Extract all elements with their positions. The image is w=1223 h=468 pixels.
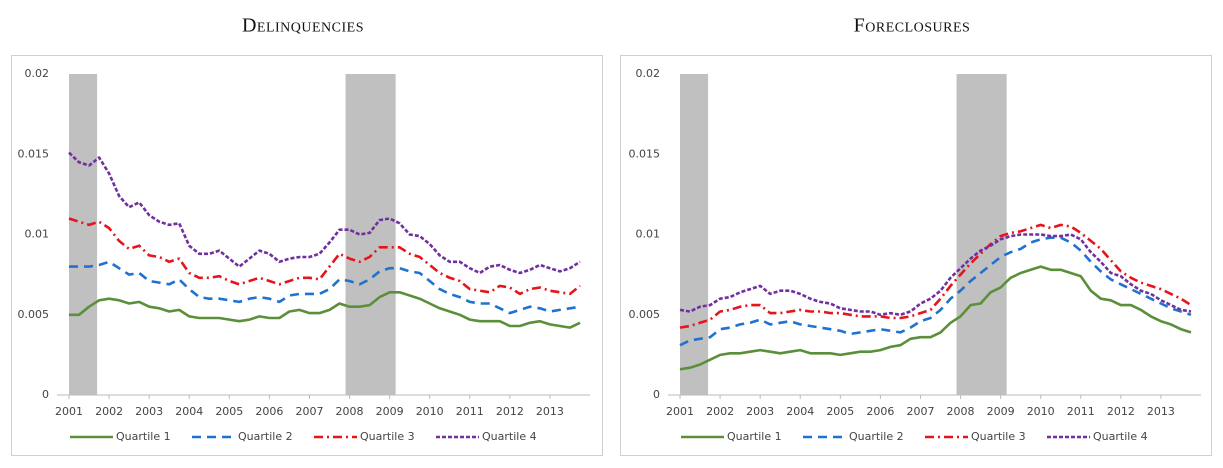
- legend-label: Quartile 2: [849, 430, 904, 443]
- chart-title: Delinquencies: [242, 15, 364, 37]
- series-line: [68, 151, 581, 275]
- legend-label: Quartile 3: [360, 430, 415, 443]
- chart-frame: [11, 55, 603, 456]
- legend-label: Quartile 4: [1093, 430, 1148, 443]
- recession-shade: [956, 74, 1007, 395]
- x-tick-label: 2009: [987, 405, 1015, 418]
- y-tick-label: 0.005: [18, 308, 50, 321]
- series-line: [68, 217, 581, 296]
- x-tick-label: 2003: [135, 405, 163, 418]
- y-tick-label: 0.015: [18, 147, 50, 160]
- x-tick-label: 2007: [906, 405, 934, 418]
- series-line: [679, 265, 1192, 371]
- chart-frame: [620, 55, 1212, 456]
- x-tick-label: 2004: [786, 405, 814, 418]
- series-line: [69, 291, 581, 329]
- legend-label: Quartile 1: [727, 430, 782, 443]
- x-tick-label: 2004: [175, 405, 203, 418]
- y-tick-label: 0.005: [629, 308, 661, 321]
- y-tick-label: 0.015: [629, 147, 661, 160]
- y-tick-label: 0.01: [636, 228, 661, 241]
- series-line: [679, 233, 1192, 317]
- x-tick-label: 2010: [416, 405, 444, 418]
- recession-shade: [69, 74, 98, 395]
- x-tick-label: 2007: [295, 405, 323, 418]
- recession-shade: [680, 74, 709, 395]
- x-tick-label: 2005: [826, 405, 854, 418]
- x-tick-label: 2005: [215, 405, 243, 418]
- series-line: [69, 260, 581, 315]
- x-tick-label: 2013: [536, 405, 564, 418]
- x-tick-label: 2001: [666, 405, 694, 418]
- series-line: [679, 223, 1192, 329]
- x-tick-label: 2001: [55, 405, 83, 418]
- legend-label: Quartile 3: [971, 430, 1026, 443]
- y-tick-label: 0.02: [25, 67, 50, 80]
- x-tick-label: 2006: [866, 405, 894, 418]
- series-line: [679, 236, 1192, 347]
- recession-shade: [345, 74, 396, 395]
- x-tick-label: 2012: [1107, 405, 1135, 418]
- x-tick-label: 2013: [1147, 405, 1175, 418]
- x-tick-label: 2002: [95, 405, 123, 418]
- x-tick-label: 2011: [456, 405, 484, 418]
- y-tick-label: 0.01: [25, 228, 50, 241]
- legend-label: Quartile 4: [482, 430, 537, 443]
- legend-label: Quartile 2: [238, 430, 293, 443]
- x-tick-label: 2008: [947, 405, 975, 418]
- y-tick-label: 0: [653, 388, 660, 401]
- x-tick-label: 2003: [746, 405, 774, 418]
- x-tick-label: 2011: [1067, 405, 1095, 418]
- x-tick-label: 2008: [336, 405, 364, 418]
- legend-label: Quartile 1: [116, 430, 171, 443]
- x-tick-label: 2010: [1027, 405, 1055, 418]
- chart-title: Foreclosures: [854, 15, 971, 37]
- y-tick-label: 0.02: [636, 67, 661, 80]
- x-tick-label: 2012: [496, 405, 524, 418]
- x-tick-label: 2009: [376, 405, 404, 418]
- y-tick-label: 0: [42, 388, 49, 401]
- x-tick-label: 2002: [706, 405, 734, 418]
- x-tick-label: 2006: [255, 405, 283, 418]
